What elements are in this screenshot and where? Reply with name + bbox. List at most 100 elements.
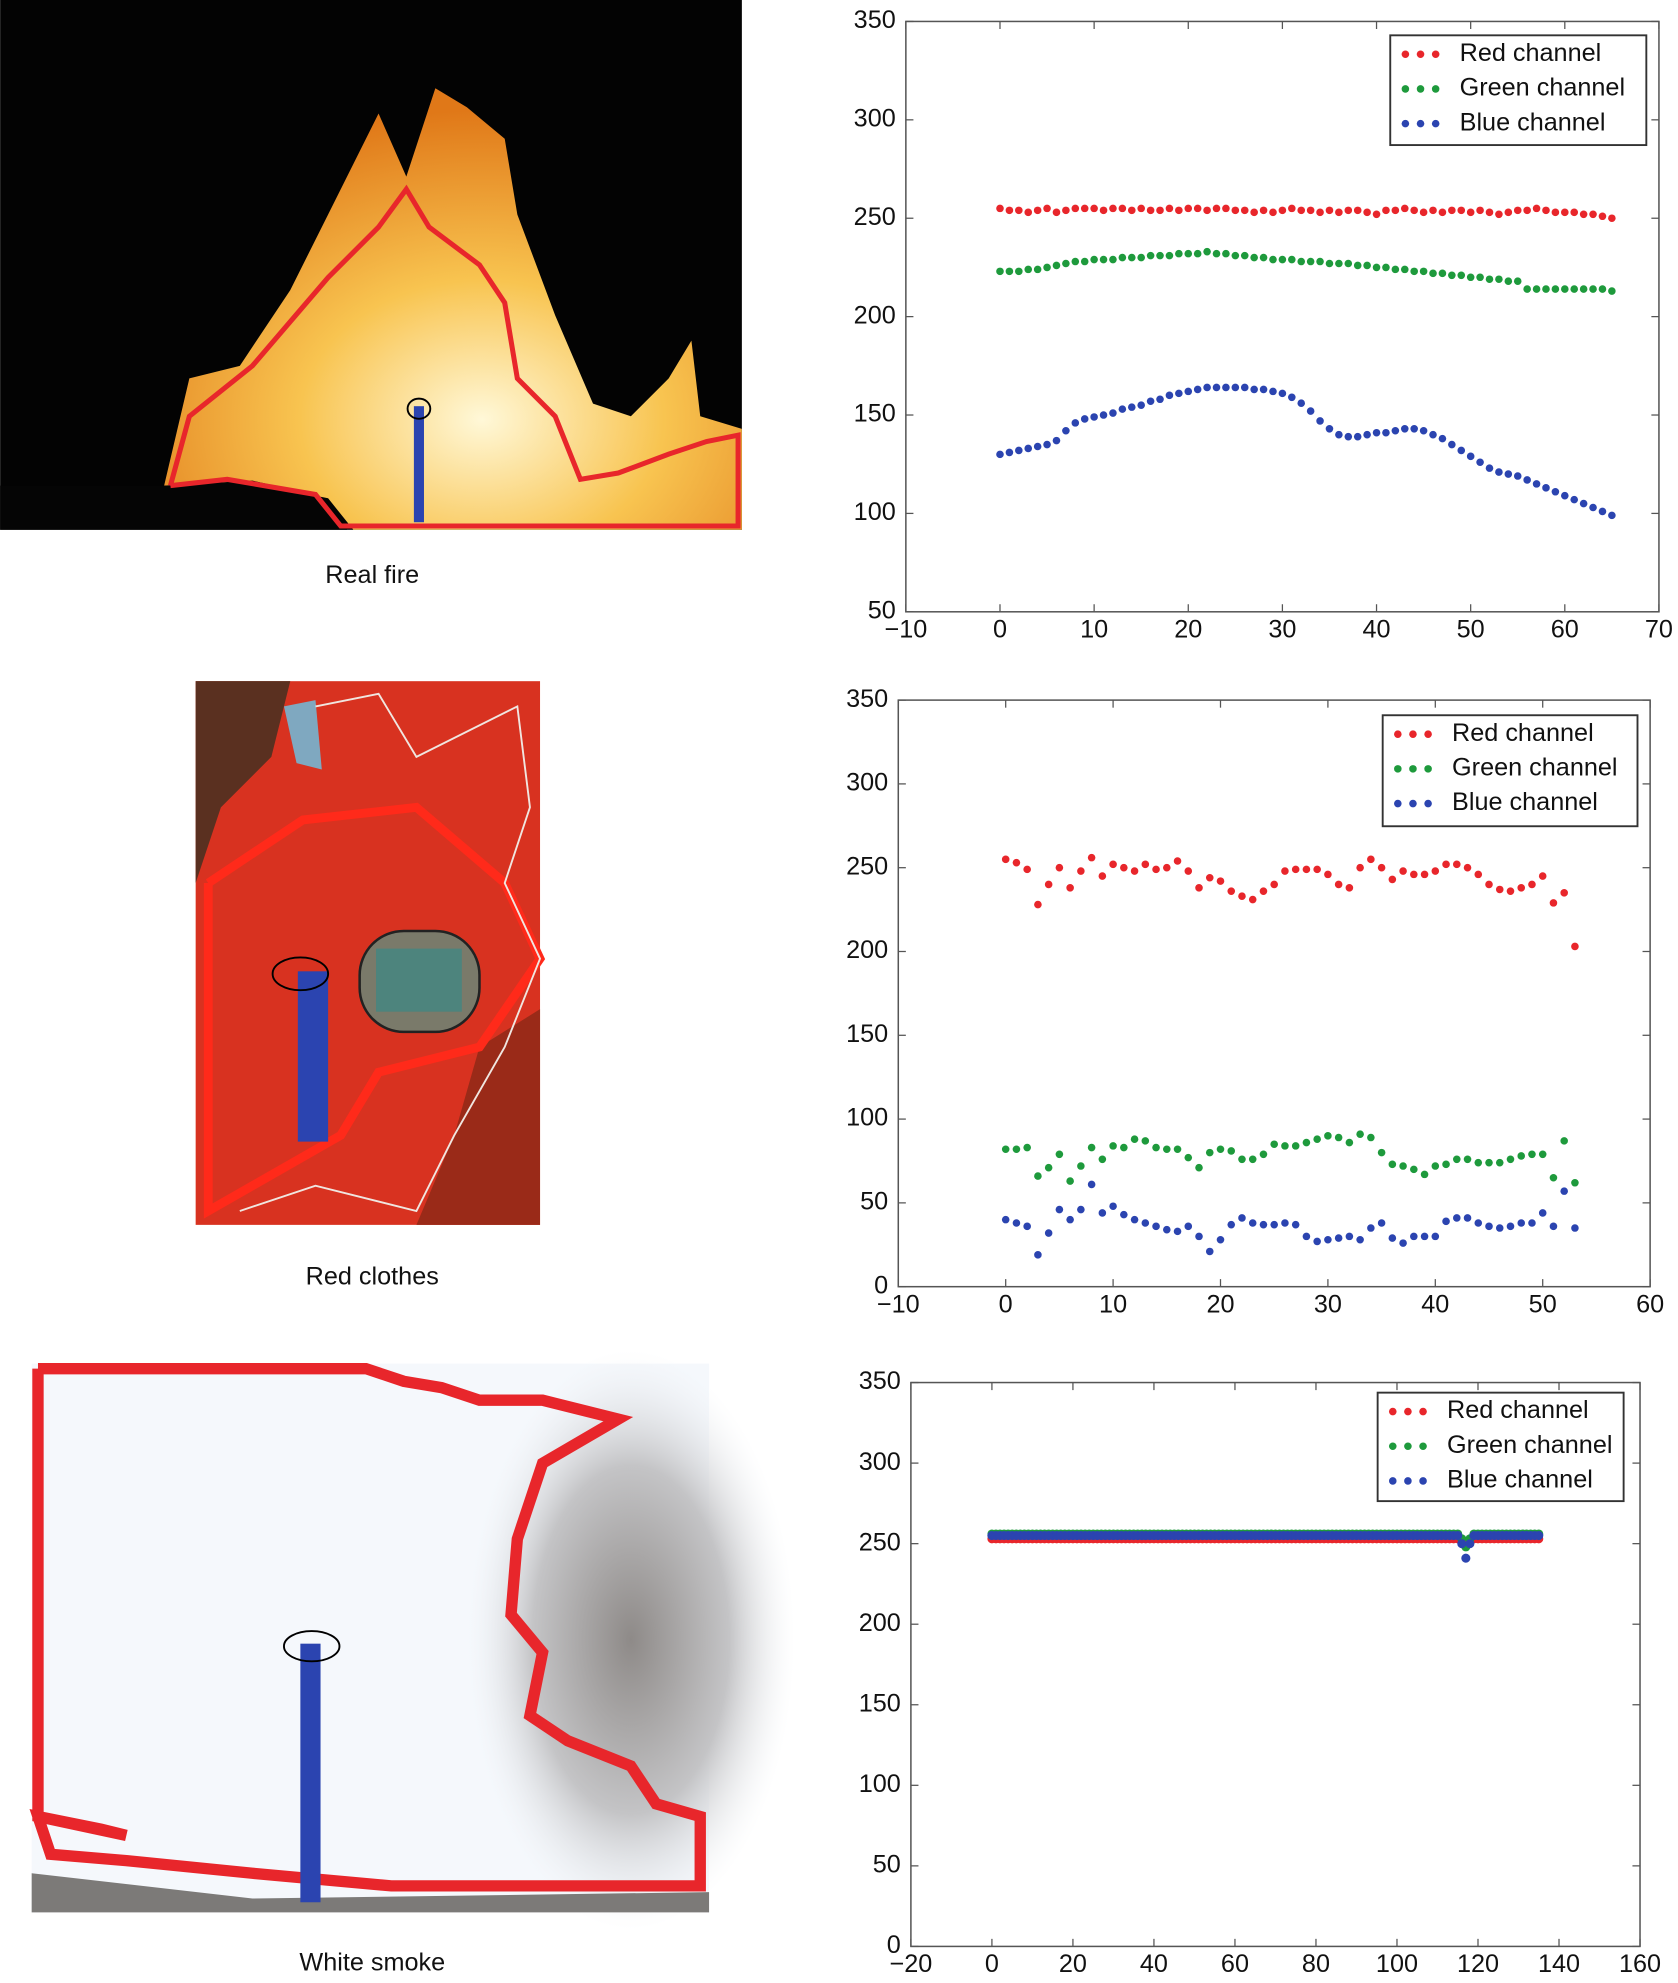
point bbox=[1538, 1209, 1547, 1217]
y-tick-label: 200 bbox=[854, 301, 896, 329]
point bbox=[1419, 267, 1428, 276]
point bbox=[1466, 273, 1475, 282]
legend-marker bbox=[1431, 50, 1440, 59]
legend-marker bbox=[1409, 730, 1417, 738]
point bbox=[1099, 411, 1108, 419]
point bbox=[1442, 1217, 1450, 1226]
point bbox=[1542, 285, 1550, 293]
point bbox=[1391, 265, 1400, 274]
point bbox=[1457, 446, 1466, 455]
point bbox=[1579, 210, 1588, 219]
point bbox=[1356, 863, 1364, 872]
point bbox=[1216, 1145, 1225, 1154]
point bbox=[1240, 251, 1249, 260]
point bbox=[1165, 251, 1174, 260]
sample-marker bbox=[406, 397, 432, 420]
legend-label: Green channel bbox=[1447, 1431, 1612, 1459]
point bbox=[1345, 884, 1354, 892]
point bbox=[1442, 860, 1450, 869]
point bbox=[1334, 1234, 1343, 1242]
point bbox=[1163, 1145, 1171, 1154]
point bbox=[1570, 495, 1579, 504]
point bbox=[1127, 403, 1136, 411]
point bbox=[1184, 249, 1193, 258]
point bbox=[1044, 880, 1053, 889]
y-tick-label: 200 bbox=[846, 936, 888, 964]
point bbox=[1571, 1178, 1579, 1187]
point bbox=[1281, 1142, 1289, 1150]
point bbox=[1205, 1247, 1214, 1256]
point bbox=[1495, 885, 1504, 894]
point bbox=[1528, 1219, 1536, 1227]
point bbox=[1523, 206, 1531, 215]
legend-marker bbox=[1388, 1407, 1397, 1416]
point bbox=[1589, 503, 1597, 512]
point bbox=[1528, 1150, 1536, 1159]
y-tick-label: 50 bbox=[868, 596, 896, 624]
point bbox=[1367, 855, 1375, 864]
point bbox=[1222, 249, 1230, 258]
point bbox=[1513, 206, 1522, 215]
point bbox=[1334, 880, 1343, 889]
y-tick-label: 150 bbox=[854, 400, 896, 428]
point bbox=[1099, 206, 1108, 215]
x-tick-label: 160 bbox=[1619, 1950, 1661, 1978]
caption: White smoke bbox=[299, 1949, 445, 1977]
point bbox=[1033, 265, 1042, 274]
point bbox=[1560, 1137, 1568, 1145]
point bbox=[1313, 1237, 1321, 1246]
point bbox=[1448, 271, 1456, 280]
y-tick-label: 200 bbox=[859, 1609, 901, 1637]
point bbox=[1549, 1173, 1558, 1182]
point bbox=[1528, 880, 1536, 889]
point bbox=[1457, 271, 1466, 280]
point bbox=[1034, 1251, 1042, 1259]
point bbox=[1363, 430, 1371, 439]
point bbox=[1062, 206, 1070, 215]
point bbox=[1388, 1234, 1397, 1242]
y-tick-label: 0 bbox=[874, 1271, 888, 1299]
chart: 50 100 150 200 250 300 350 −10 0 10 20 30 40 50 60 70 Re… bbox=[854, 6, 1673, 643]
point bbox=[1608, 214, 1616, 223]
point bbox=[1250, 385, 1258, 394]
sample-bar bbox=[300, 1643, 321, 1903]
point bbox=[1071, 204, 1080, 213]
point bbox=[1231, 383, 1240, 392]
point bbox=[1137, 253, 1145, 262]
point bbox=[1033, 442, 1042, 451]
x-tick-label: 120 bbox=[1457, 1950, 1499, 1978]
point bbox=[1165, 391, 1174, 400]
point bbox=[1453, 860, 1461, 869]
point bbox=[1023, 1222, 1031, 1231]
smoke-cloud bbox=[466, 1349, 795, 1931]
legend-label: Green channel bbox=[1452, 754, 1617, 782]
point bbox=[1024, 208, 1033, 217]
point bbox=[1175, 206, 1183, 215]
point bbox=[1291, 1220, 1300, 1229]
x-tick-label: 10 bbox=[1099, 1290, 1127, 1318]
point bbox=[1356, 1130, 1364, 1138]
point bbox=[1250, 253, 1258, 262]
point bbox=[1281, 1219, 1289, 1227]
point bbox=[1495, 1158, 1504, 1167]
point bbox=[1130, 867, 1139, 875]
point bbox=[1062, 426, 1070, 435]
point bbox=[1474, 870, 1483, 879]
point bbox=[1344, 259, 1353, 268]
point bbox=[1400, 265, 1409, 274]
point bbox=[1044, 1229, 1053, 1237]
point bbox=[1270, 1220, 1278, 1229]
point bbox=[1248, 1155, 1257, 1164]
point bbox=[1080, 415, 1089, 423]
point bbox=[1532, 480, 1541, 488]
point bbox=[1238, 892, 1246, 900]
point bbox=[1034, 1172, 1042, 1180]
point bbox=[1098, 1155, 1107, 1164]
point bbox=[1382, 263, 1390, 272]
legend-marker bbox=[1401, 85, 1410, 93]
point bbox=[1306, 257, 1315, 266]
point bbox=[1270, 1140, 1278, 1149]
y-tick-label: 100 bbox=[854, 498, 896, 526]
